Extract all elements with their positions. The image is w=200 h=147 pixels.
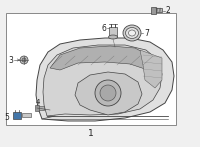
- Circle shape: [20, 56, 28, 64]
- Bar: [151, 6, 156, 14]
- Ellipse shape: [123, 25, 141, 41]
- Polygon shape: [43, 45, 162, 116]
- Ellipse shape: [126, 27, 138, 39]
- Polygon shape: [50, 46, 155, 70]
- Text: 7: 7: [144, 29, 149, 37]
- Polygon shape: [22, 113, 31, 117]
- Bar: [109, 27, 117, 37]
- Text: 5: 5: [4, 112, 9, 122]
- Circle shape: [22, 58, 26, 62]
- Text: 1: 1: [88, 128, 94, 137]
- Polygon shape: [36, 38, 174, 121]
- Text: 2: 2: [166, 6, 171, 15]
- Polygon shape: [75, 72, 142, 115]
- Ellipse shape: [108, 35, 118, 39]
- Bar: [6, 13, 176, 125]
- Circle shape: [95, 80, 121, 106]
- Text: 4: 4: [36, 99, 40, 105]
- Bar: [152, 8, 162, 12]
- Text: 3: 3: [8, 56, 13, 65]
- Ellipse shape: [128, 30, 136, 36]
- Text: 6: 6: [101, 24, 106, 32]
- Circle shape: [100, 85, 116, 101]
- Polygon shape: [140, 50, 162, 88]
- Bar: [37, 106, 44, 110]
- Bar: [35, 105, 39, 111]
- Bar: [13, 112, 21, 119]
